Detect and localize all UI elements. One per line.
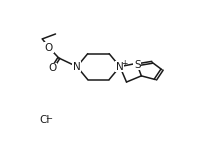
Text: S: S [134,60,141,70]
Text: +: + [122,59,128,68]
Text: N: N [73,62,81,72]
Text: N: N [116,62,124,72]
Text: −: − [45,114,52,123]
Text: O: O [45,43,53,52]
Text: Cl: Cl [40,115,50,125]
Text: O: O [48,64,56,73]
